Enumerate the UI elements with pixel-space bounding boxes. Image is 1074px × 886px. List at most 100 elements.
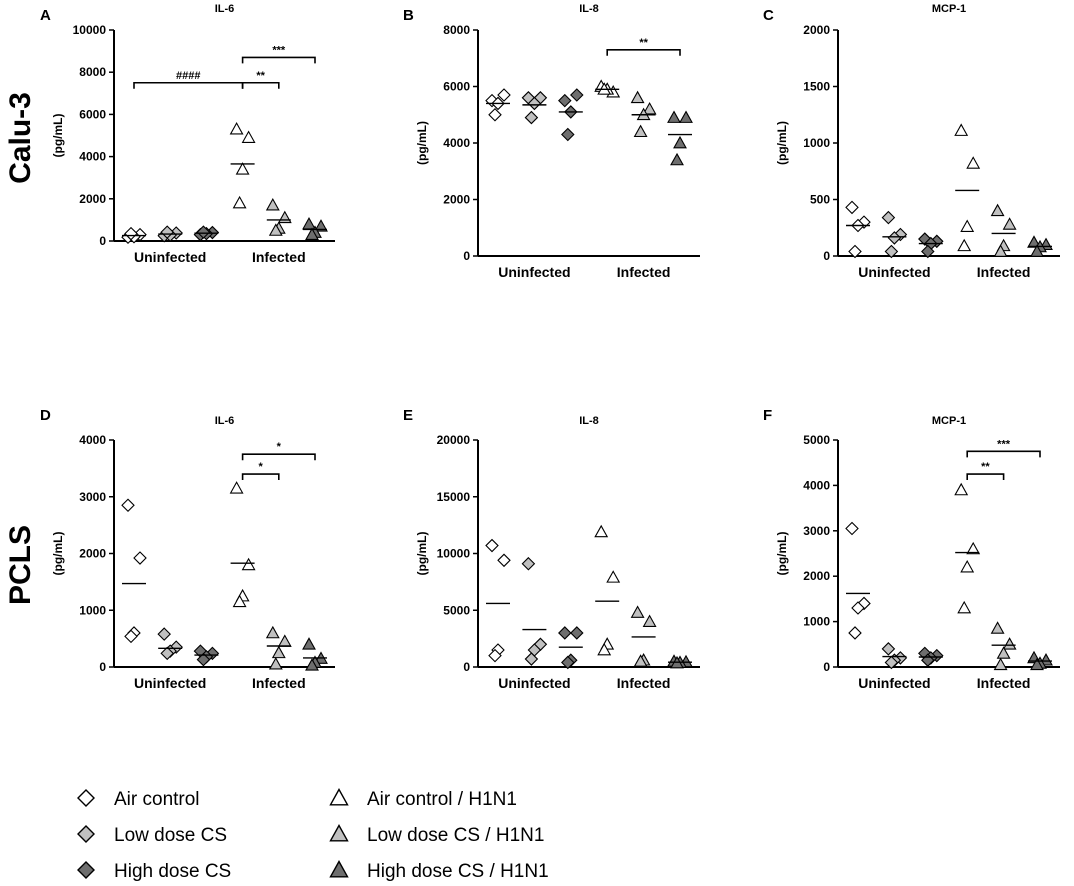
x-group-label: Uninfected	[134, 675, 206, 691]
data-point	[232, 195, 247, 209]
panel-b: B IL-8 (pg/mL) 0 2000 4000 6000 8000 Uninfected I…	[403, 3, 700, 280]
data-point	[1002, 217, 1017, 230]
x-group-label: Infected	[977, 264, 1031, 280]
y-tick-label: 3000	[803, 524, 830, 538]
data-point	[673, 135, 687, 149]
x-group-label: Infected	[252, 675, 306, 691]
data-point	[848, 244, 862, 259]
panel-d: D IL-6 (pg/mL) 0 1000 2000 3000 4000 Uninfected I…	[40, 407, 335, 691]
data-point	[268, 657, 283, 670]
data-point	[133, 551, 147, 565]
legend-label: High dose CS / H1N1	[367, 861, 549, 882]
data-point	[485, 538, 499, 553]
data-point	[954, 123, 969, 136]
significance-bracket	[241, 473, 280, 481]
y-tick-label: 0	[463, 660, 470, 674]
significance-label: *	[277, 441, 282, 453]
data-point	[633, 124, 648, 138]
y-axis-label: (pg/mL)	[775, 532, 789, 576]
legend-item: Air control	[77, 789, 200, 810]
row-label-pcls: PCLS	[4, 525, 37, 605]
data-point	[160, 225, 174, 239]
legend-label: Low dose CS	[114, 825, 227, 846]
significance-bracket	[133, 81, 244, 89]
y-tick-label: 1000	[803, 136, 830, 150]
data-point	[679, 110, 693, 123]
x-group-label: Uninfected	[858, 264, 930, 280]
panels: A IL-6(pg/mL)0200040006000800010000Uninfe…	[40, 3, 1060, 691]
data-point	[630, 605, 645, 618]
data-point	[845, 521, 859, 536]
significance-label: **	[981, 461, 990, 473]
y-tick-label: 500	[810, 193, 830, 207]
data-point	[996, 646, 1011, 659]
diamond-marker-icon	[77, 861, 95, 879]
data-point	[277, 210, 292, 224]
panel-letter: E	[403, 407, 413, 424]
data-point	[570, 88, 584, 102]
y-tick-label: 4000	[79, 433, 106, 447]
data-point	[966, 541, 981, 555]
panel-f: F MCP-1 (pg/mL) 0 1000 2000 3000 4000 5000 Uninfe…	[763, 407, 1060, 691]
data-point	[558, 626, 572, 640]
data-point	[884, 244, 899, 259]
data-point	[957, 600, 972, 614]
triangle-marker-icon	[329, 824, 349, 842]
panel-e: E IL-8 (pg/mL) 0 5000 10000 15000 20000 Uninfect…	[403, 407, 700, 691]
x-group-label: Uninfected	[858, 675, 930, 691]
legend-item: Air control / H1N1	[329, 788, 517, 810]
data-point	[670, 152, 684, 166]
data-point	[271, 645, 286, 659]
data-point	[845, 200, 859, 215]
data-point	[642, 101, 657, 115]
legend-label: Low dose CS / H1N1	[367, 825, 544, 846]
y-tick-label: 10000	[73, 23, 107, 37]
y-tick-label: 10000	[437, 547, 471, 561]
panel-letter: A	[40, 7, 51, 24]
diamond-marker-icon	[77, 825, 95, 843]
data-point	[1030, 657, 1044, 671]
data-point	[521, 556, 536, 571]
y-axis-label: (pg/mL)	[775, 121, 789, 165]
data-point	[524, 652, 539, 666]
y-tick-label: 20000	[437, 433, 471, 447]
data-point	[196, 225, 211, 239]
data-point	[229, 122, 244, 135]
panel-letter: D	[40, 407, 51, 424]
data-point	[993, 244, 1008, 257]
data-point	[314, 219, 328, 232]
data-point	[957, 238, 972, 252]
data-point	[960, 559, 975, 573]
data-point	[302, 216, 316, 230]
data-point	[235, 162, 250, 175]
panel-title: MCP-1	[932, 3, 966, 15]
data-point	[1030, 244, 1044, 257]
significance-label: **	[639, 37, 648, 49]
data-point	[229, 481, 244, 494]
data-point	[157, 627, 171, 641]
data-point	[881, 642, 896, 656]
y-tick-label: 4000	[79, 150, 106, 164]
data-point	[990, 203, 1005, 217]
data-point	[960, 219, 975, 232]
y-tick-label: 8000	[443, 23, 470, 37]
panel-letter: C	[763, 7, 774, 24]
data-point	[497, 553, 511, 568]
data-point	[265, 197, 280, 211]
panel-title: MCP-1	[932, 415, 966, 427]
x-group-label: Uninfected	[134, 249, 206, 265]
significance-bracket	[966, 450, 1041, 458]
data-point	[561, 127, 575, 142]
data-point	[561, 655, 575, 670]
significance-bracket	[241, 453, 316, 461]
data-point	[497, 88, 511, 102]
legend-item: Low dose CS	[77, 825, 227, 846]
significance-bracket	[241, 56, 316, 64]
y-axis-label: (pg/mL)	[51, 532, 65, 576]
data-point	[305, 227, 319, 241]
legend-label: Air control	[114, 789, 200, 810]
x-group-label: Uninfected	[498, 264, 570, 280]
y-tick-label: 2000	[79, 547, 106, 561]
data-point	[305, 658, 319, 671]
